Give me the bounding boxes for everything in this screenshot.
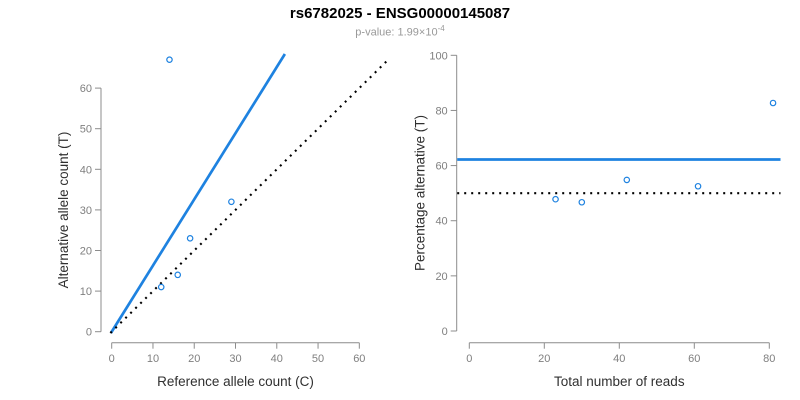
x-tick-label: 0 (109, 353, 115, 365)
data-point (623, 176, 631, 184)
y-tick-label: 10 (80, 286, 92, 298)
x-tick-label: 10 (147, 353, 159, 365)
x-axis-title: Total number of reads (554, 374, 685, 389)
y-tick-label: 0 (86, 327, 92, 339)
data-point (578, 198, 586, 206)
y-axis-title: Alternative allele count (T) (56, 132, 71, 289)
x-tick-label: 20 (188, 353, 200, 365)
panel-right: 0 20 40 60 80 100 0 20 40 60 80 Total number of rea… (413, 50, 781, 389)
data-point (552, 195, 559, 203)
x-axis-title: Reference allele count (C) (157, 374, 314, 389)
y-axis-title: Percentage alternative (T) (413, 115, 428, 271)
panel-left: 0 10 20 30 40 50 60 0 10 20 30 40 50 60 Reference alle… (56, 53, 388, 389)
y-tick-label: 20 (80, 246, 92, 258)
x-tick-label: 20 (538, 353, 550, 365)
p-value-exponent: -4 (437, 24, 445, 33)
x-tick-label: 50 (312, 353, 324, 365)
y-tick-label: 60 (80, 83, 92, 95)
data-point (166, 56, 173, 63)
y-tick-label: 40 (80, 164, 92, 176)
x-tick-label: 60 (688, 353, 700, 365)
data-point (694, 182, 702, 190)
data-point (174, 271, 182, 279)
y-tick-label: 20 (435, 271, 447, 283)
p-value-text: p-value: 1.99×10 (355, 26, 438, 39)
x-tick-label: 60 (353, 353, 365, 365)
y-tick-label: 100 (429, 50, 447, 62)
y-tick-label: 50 (80, 124, 92, 136)
data-point (769, 99, 777, 107)
figure-title: rs6782025 - ENSG00000145087 (289, 5, 511, 22)
identity-line (109, 60, 388, 334)
data-point (157, 283, 165, 291)
x-tick-label: 40 (271, 353, 283, 365)
figure-subtitle: p-value: 1.99×10-4 (0, 24, 800, 39)
x-tick-label: 40 (613, 353, 625, 365)
y-tick-label: 30 (80, 205, 92, 217)
y-tick-label: 0 (442, 326, 448, 338)
y-tick-label: 80 (435, 105, 447, 117)
fit-line (109, 53, 287, 334)
x-tick-label: 80 (763, 353, 775, 365)
data-point (228, 198, 235, 206)
y-tick-label: 60 (435, 161, 447, 173)
x-tick-label: 30 (229, 353, 241, 365)
data-point (186, 235, 194, 242)
x-tick-label: 0 (466, 353, 472, 365)
y-tick-label: 40 (435, 216, 447, 228)
